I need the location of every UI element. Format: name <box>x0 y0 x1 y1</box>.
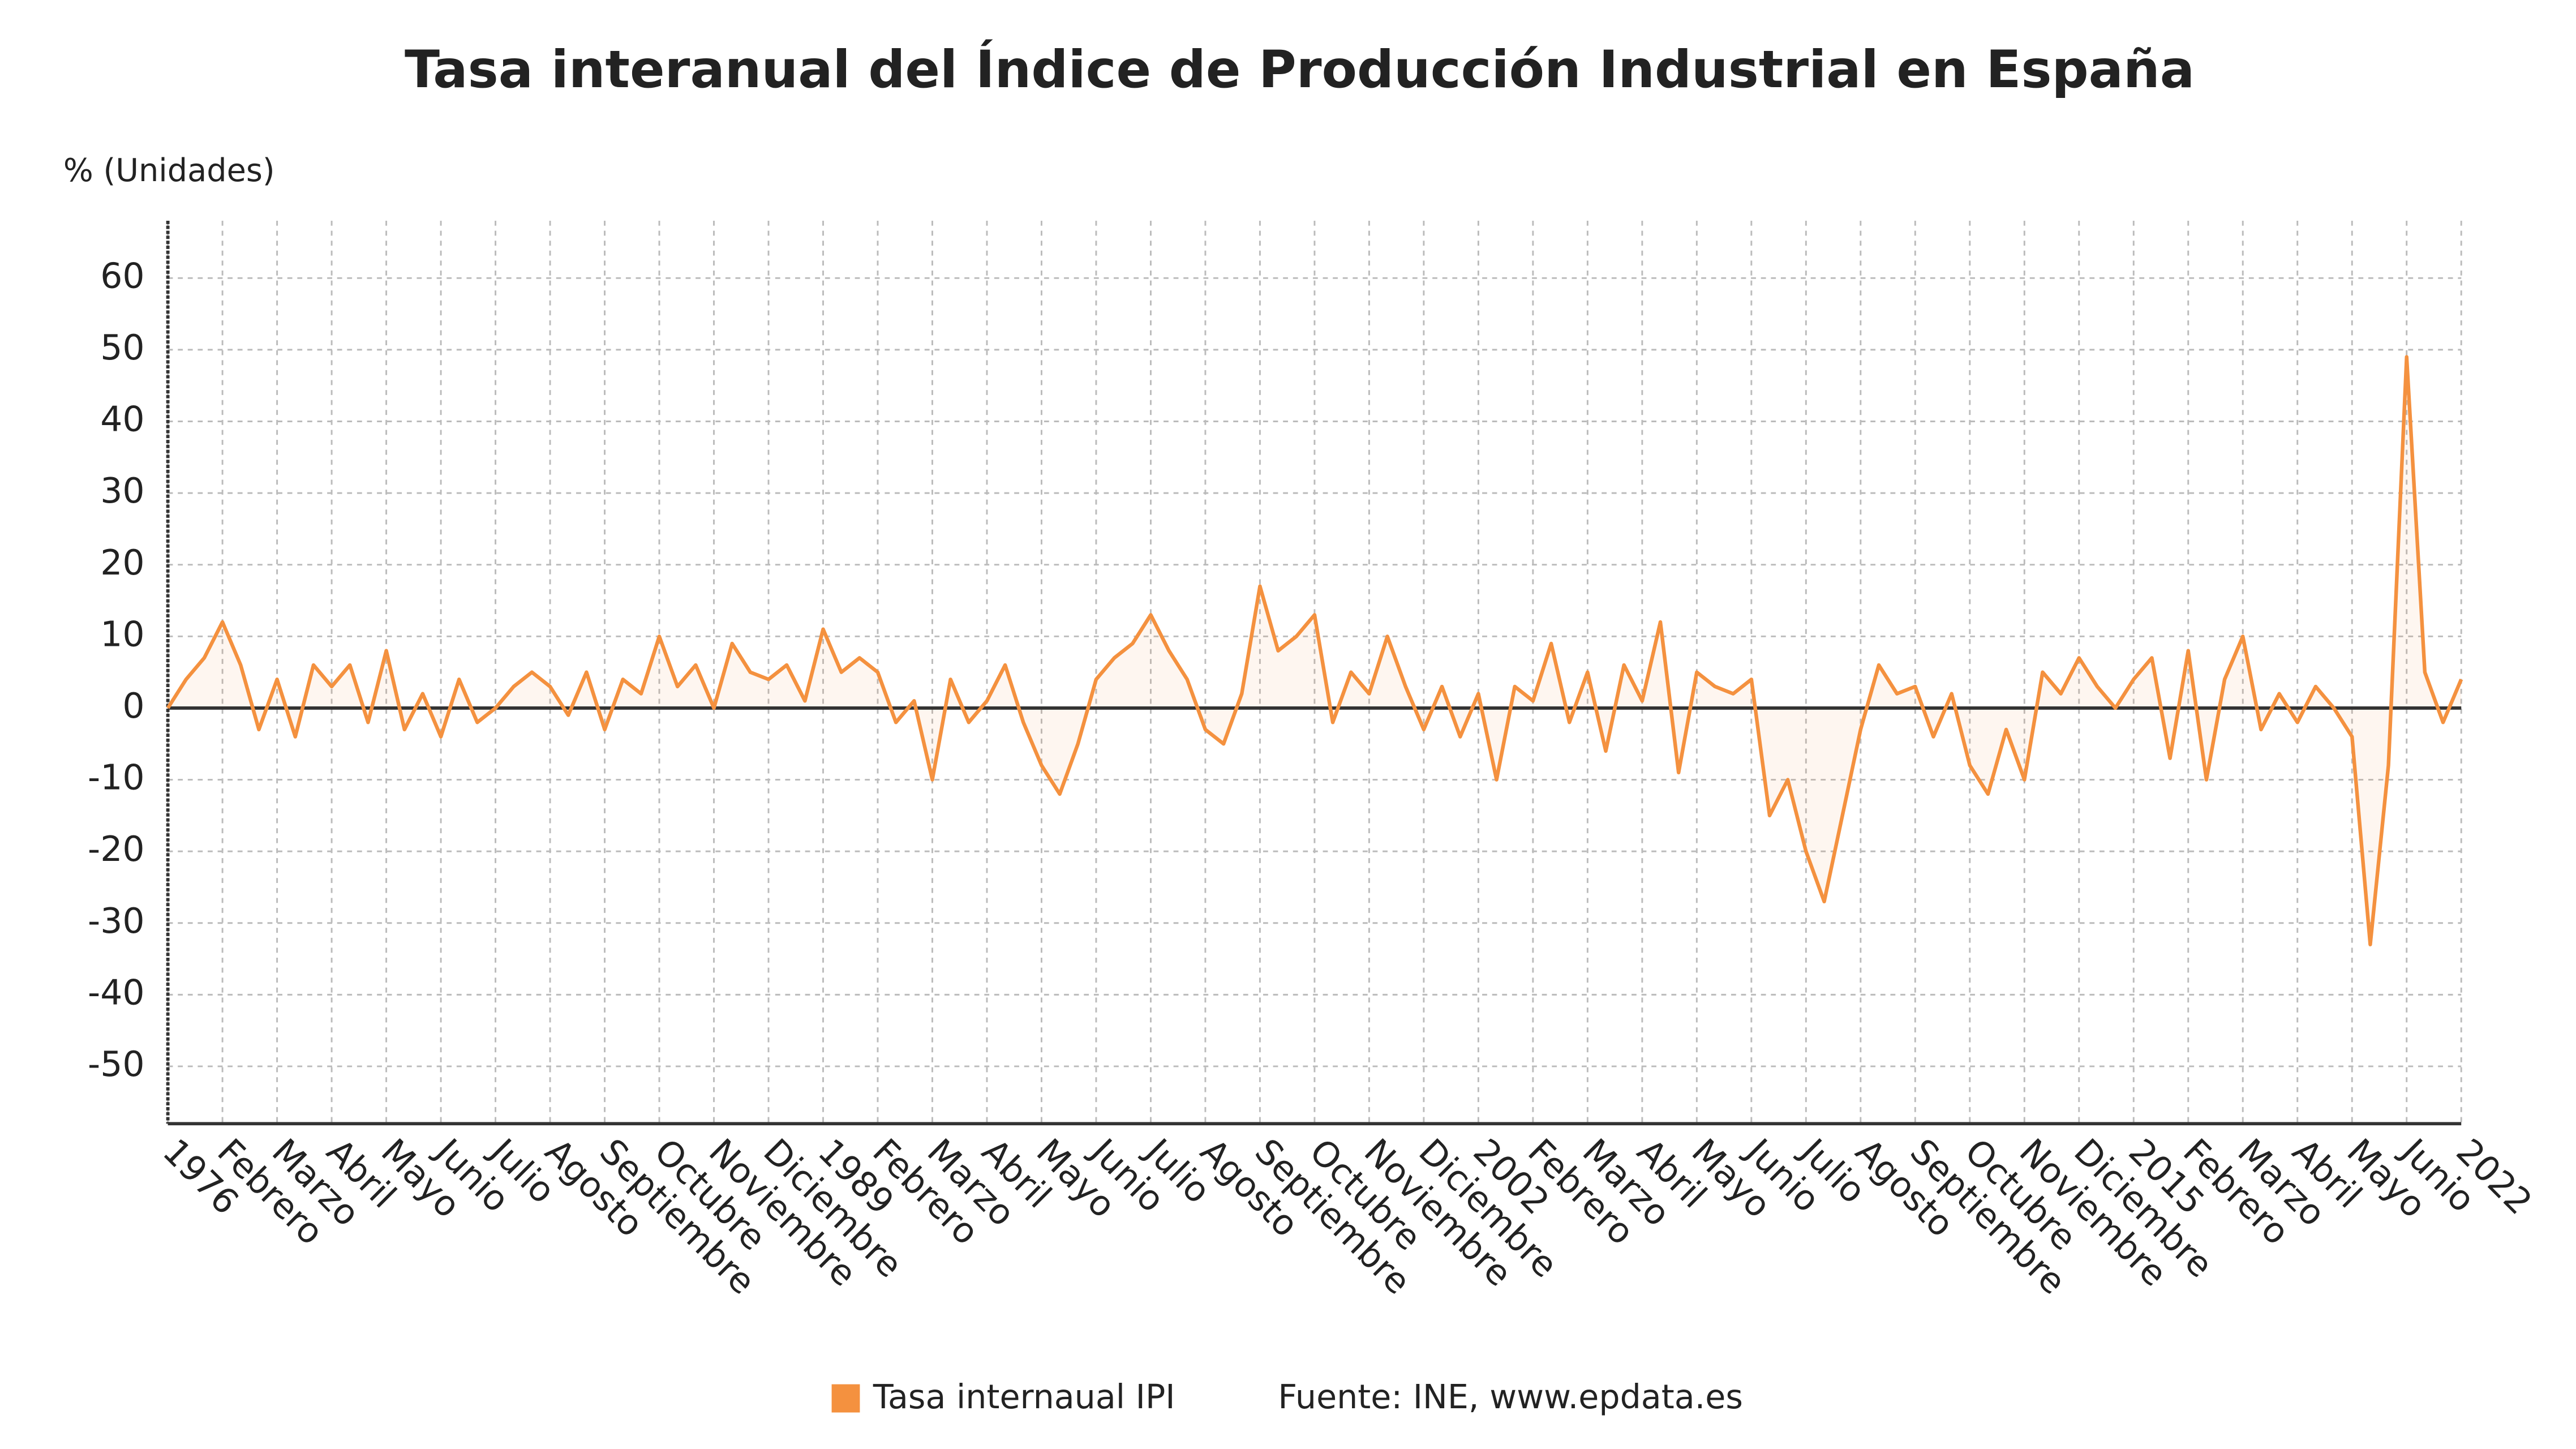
area <box>168 357 2462 945</box>
y-tick-label: -10 <box>88 757 145 798</box>
y-tick-label: -50 <box>88 1044 145 1084</box>
legend: Tasa internaual IPI <box>831 1378 1175 1416</box>
y-tick-label: -40 <box>88 972 145 1013</box>
y-tick-label: 10 <box>100 614 144 654</box>
y-tick-label: 50 <box>100 327 144 368</box>
y-tick-label: 20 <box>100 542 144 583</box>
y-tick-label: 40 <box>100 399 144 440</box>
legend-label: Tasa internaual IPI <box>873 1378 1175 1416</box>
source: Fuente: INE, www.epdata.es <box>1278 1378 1742 1416</box>
y-axis-label: % (Unidades) <box>63 152 275 189</box>
y-tick-label: 0 <box>122 685 144 726</box>
chart-title: Tasa interanual del Índice de Producción… <box>405 39 2195 100</box>
y-tick-label: -20 <box>88 829 145 869</box>
y-tick-label: 30 <box>100 470 144 511</box>
y-tick-label: 60 <box>100 255 144 296</box>
legend-swatch <box>831 1384 860 1413</box>
y-tick-label: -30 <box>88 901 145 941</box>
line <box>166 355 2463 946</box>
